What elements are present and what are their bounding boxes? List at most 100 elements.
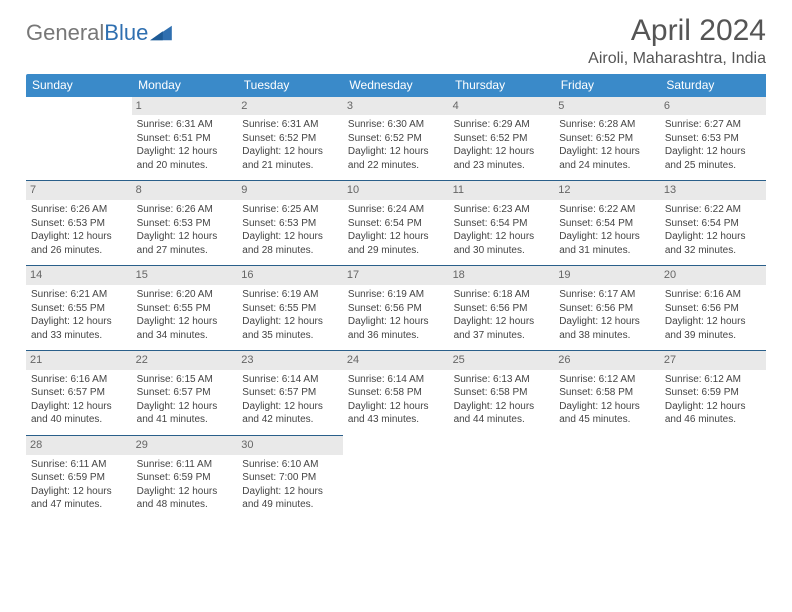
calendar-cell: 19Sunrise: 6:17 AMSunset: 6:56 PMDayligh…: [554, 266, 660, 351]
daylight: Daylight: 12 hours and 41 minutes.: [137, 400, 233, 427]
calendar-cell: 4Sunrise: 6:29 AMSunset: 6:52 PMDaylight…: [449, 97, 555, 181]
calendar-week: 14Sunrise: 6:21 AMSunset: 6:55 PMDayligh…: [26, 266, 766, 351]
daylight: Daylight: 12 hours and 44 minutes.: [454, 400, 550, 427]
calendar-cell: 8Sunrise: 6:26 AMSunset: 6:53 PMDaylight…: [132, 181, 238, 266]
sunset: Sunset: 6:56 PM: [665, 302, 761, 316]
sunset: Sunset: 6:57 PM: [137, 386, 233, 400]
day-number: 12: [554, 181, 660, 200]
day-number: 19: [554, 266, 660, 285]
day-number: 28: [26, 436, 132, 455]
weekday-header: Thursday: [449, 74, 555, 97]
sunrise: Sunrise: 6:16 AM: [31, 373, 127, 387]
weekday-header: Wednesday: [343, 74, 449, 97]
daylight: Daylight: 12 hours and 25 minutes.: [665, 145, 761, 172]
header: GeneralBlue April 2024 Airoli, Maharasht…: [26, 14, 766, 68]
calendar-cell: 2Sunrise: 6:31 AMSunset: 6:52 PMDaylight…: [237, 97, 343, 181]
daylight: Daylight: 12 hours and 20 minutes.: [137, 145, 233, 172]
sunrise: Sunrise: 6:26 AM: [31, 203, 127, 217]
day-number: 30: [237, 436, 343, 455]
sunset: Sunset: 6:57 PM: [31, 386, 127, 400]
calendar-cell: 11Sunrise: 6:23 AMSunset: 6:54 PMDayligh…: [449, 181, 555, 266]
day-number: 6: [660, 97, 766, 116]
sunrise: Sunrise: 6:11 AM: [31, 458, 127, 472]
day-number: 11: [449, 181, 555, 200]
calendar-cell: 1Sunrise: 6:31 AMSunset: 6:51 PMDaylight…: [132, 97, 238, 181]
sunrise: Sunrise: 6:31 AM: [242, 118, 338, 132]
calendar-cell: 7Sunrise: 6:26 AMSunset: 6:53 PMDaylight…: [26, 181, 132, 266]
sunset: Sunset: 6:53 PM: [242, 217, 338, 231]
day-number: 21: [26, 351, 132, 370]
sunrise: Sunrise: 6:19 AM: [242, 288, 338, 302]
sunrise: Sunrise: 6:16 AM: [665, 288, 761, 302]
calendar-body: 1Sunrise: 6:31 AMSunset: 6:51 PMDaylight…: [26, 97, 766, 520]
sunset: Sunset: 7:00 PM: [242, 471, 338, 485]
day-number: 4: [449, 97, 555, 116]
sunrise: Sunrise: 6:12 AM: [559, 373, 655, 387]
daylight: Daylight: 12 hours and 49 minutes.: [242, 485, 338, 512]
sunset: Sunset: 6:52 PM: [242, 132, 338, 146]
title-block: April 2024 Airoli, Maharashtra, India: [588, 14, 766, 68]
daylight: Daylight: 12 hours and 30 minutes.: [454, 230, 550, 257]
daylight: Daylight: 12 hours and 27 minutes.: [137, 230, 233, 257]
location: Airoli, Maharashtra, India: [588, 50, 766, 68]
sunset: Sunset: 6:54 PM: [454, 217, 550, 231]
calendar-cell: 25Sunrise: 6:13 AMSunset: 6:58 PMDayligh…: [449, 351, 555, 436]
calendar-cell: 28Sunrise: 6:11 AMSunset: 6:59 PMDayligh…: [26, 435, 132, 519]
daylight: Daylight: 12 hours and 35 minutes.: [242, 315, 338, 342]
sunset: Sunset: 6:55 PM: [242, 302, 338, 316]
calendar-cell: 15Sunrise: 6:20 AMSunset: 6:55 PMDayligh…: [132, 266, 238, 351]
calendar-cell: [554, 435, 660, 519]
day-number: 14: [26, 266, 132, 285]
calendar-cell: 3Sunrise: 6:30 AMSunset: 6:52 PMDaylight…: [343, 97, 449, 181]
day-number: 24: [343, 351, 449, 370]
sunset: Sunset: 6:56 PM: [454, 302, 550, 316]
day-number: 23: [237, 351, 343, 370]
sunrise: Sunrise: 6:19 AM: [348, 288, 444, 302]
sunset: Sunset: 6:54 PM: [559, 217, 655, 231]
calendar-cell: 5Sunrise: 6:28 AMSunset: 6:52 PMDaylight…: [554, 97, 660, 181]
daylight: Daylight: 12 hours and 38 minutes.: [559, 315, 655, 342]
sunrise: Sunrise: 6:17 AM: [559, 288, 655, 302]
day-number: 29: [132, 436, 238, 455]
daylight: Daylight: 12 hours and 23 minutes.: [454, 145, 550, 172]
logo-triangle-icon: [150, 24, 172, 42]
day-number: 16: [237, 266, 343, 285]
weekday-header: Friday: [554, 74, 660, 97]
day-number: 26: [554, 351, 660, 370]
sunrise: Sunrise: 6:21 AM: [31, 288, 127, 302]
calendar-cell: [26, 97, 132, 181]
calendar-week: 28Sunrise: 6:11 AMSunset: 6:59 PMDayligh…: [26, 435, 766, 519]
sunrise: Sunrise: 6:28 AM: [559, 118, 655, 132]
sunset: Sunset: 6:55 PM: [31, 302, 127, 316]
sunrise: Sunrise: 6:24 AM: [348, 203, 444, 217]
calendar-cell: 14Sunrise: 6:21 AMSunset: 6:55 PMDayligh…: [26, 266, 132, 351]
weekday-header: Tuesday: [237, 74, 343, 97]
calendar-cell: [343, 435, 449, 519]
calendar-cell: 18Sunrise: 6:18 AMSunset: 6:56 PMDayligh…: [449, 266, 555, 351]
sunset: Sunset: 6:58 PM: [348, 386, 444, 400]
logo: GeneralBlue: [26, 14, 172, 46]
sunset: Sunset: 6:58 PM: [454, 386, 550, 400]
calendar-cell: 27Sunrise: 6:12 AMSunset: 6:59 PMDayligh…: [660, 351, 766, 436]
sunrise: Sunrise: 6:15 AM: [137, 373, 233, 387]
weekday-row: Sunday Monday Tuesday Wednesday Thursday…: [26, 74, 766, 97]
day-number: 17: [343, 266, 449, 285]
day-number: 8: [132, 181, 238, 200]
calendar-cell: 13Sunrise: 6:22 AMSunset: 6:54 PMDayligh…: [660, 181, 766, 266]
daylight: Daylight: 12 hours and 21 minutes.: [242, 145, 338, 172]
sunrise: Sunrise: 6:18 AM: [454, 288, 550, 302]
daylight: Daylight: 12 hours and 28 minutes.: [242, 230, 338, 257]
daylight: Daylight: 12 hours and 26 minutes.: [31, 230, 127, 257]
day-number: 15: [132, 266, 238, 285]
day-number: 13: [660, 181, 766, 200]
sunset: Sunset: 6:53 PM: [31, 217, 127, 231]
daylight: Daylight: 12 hours and 46 minutes.: [665, 400, 761, 427]
calendar-table: Sunday Monday Tuesday Wednesday Thursday…: [26, 74, 766, 520]
sunrise: Sunrise: 6:22 AM: [665, 203, 761, 217]
sunset: Sunset: 6:54 PM: [348, 217, 444, 231]
calendar-cell: 26Sunrise: 6:12 AMSunset: 6:58 PMDayligh…: [554, 351, 660, 436]
calendar-cell: 21Sunrise: 6:16 AMSunset: 6:57 PMDayligh…: [26, 351, 132, 436]
sunset: Sunset: 6:57 PM: [242, 386, 338, 400]
day-number: 22: [132, 351, 238, 370]
sunrise: Sunrise: 6:22 AM: [559, 203, 655, 217]
